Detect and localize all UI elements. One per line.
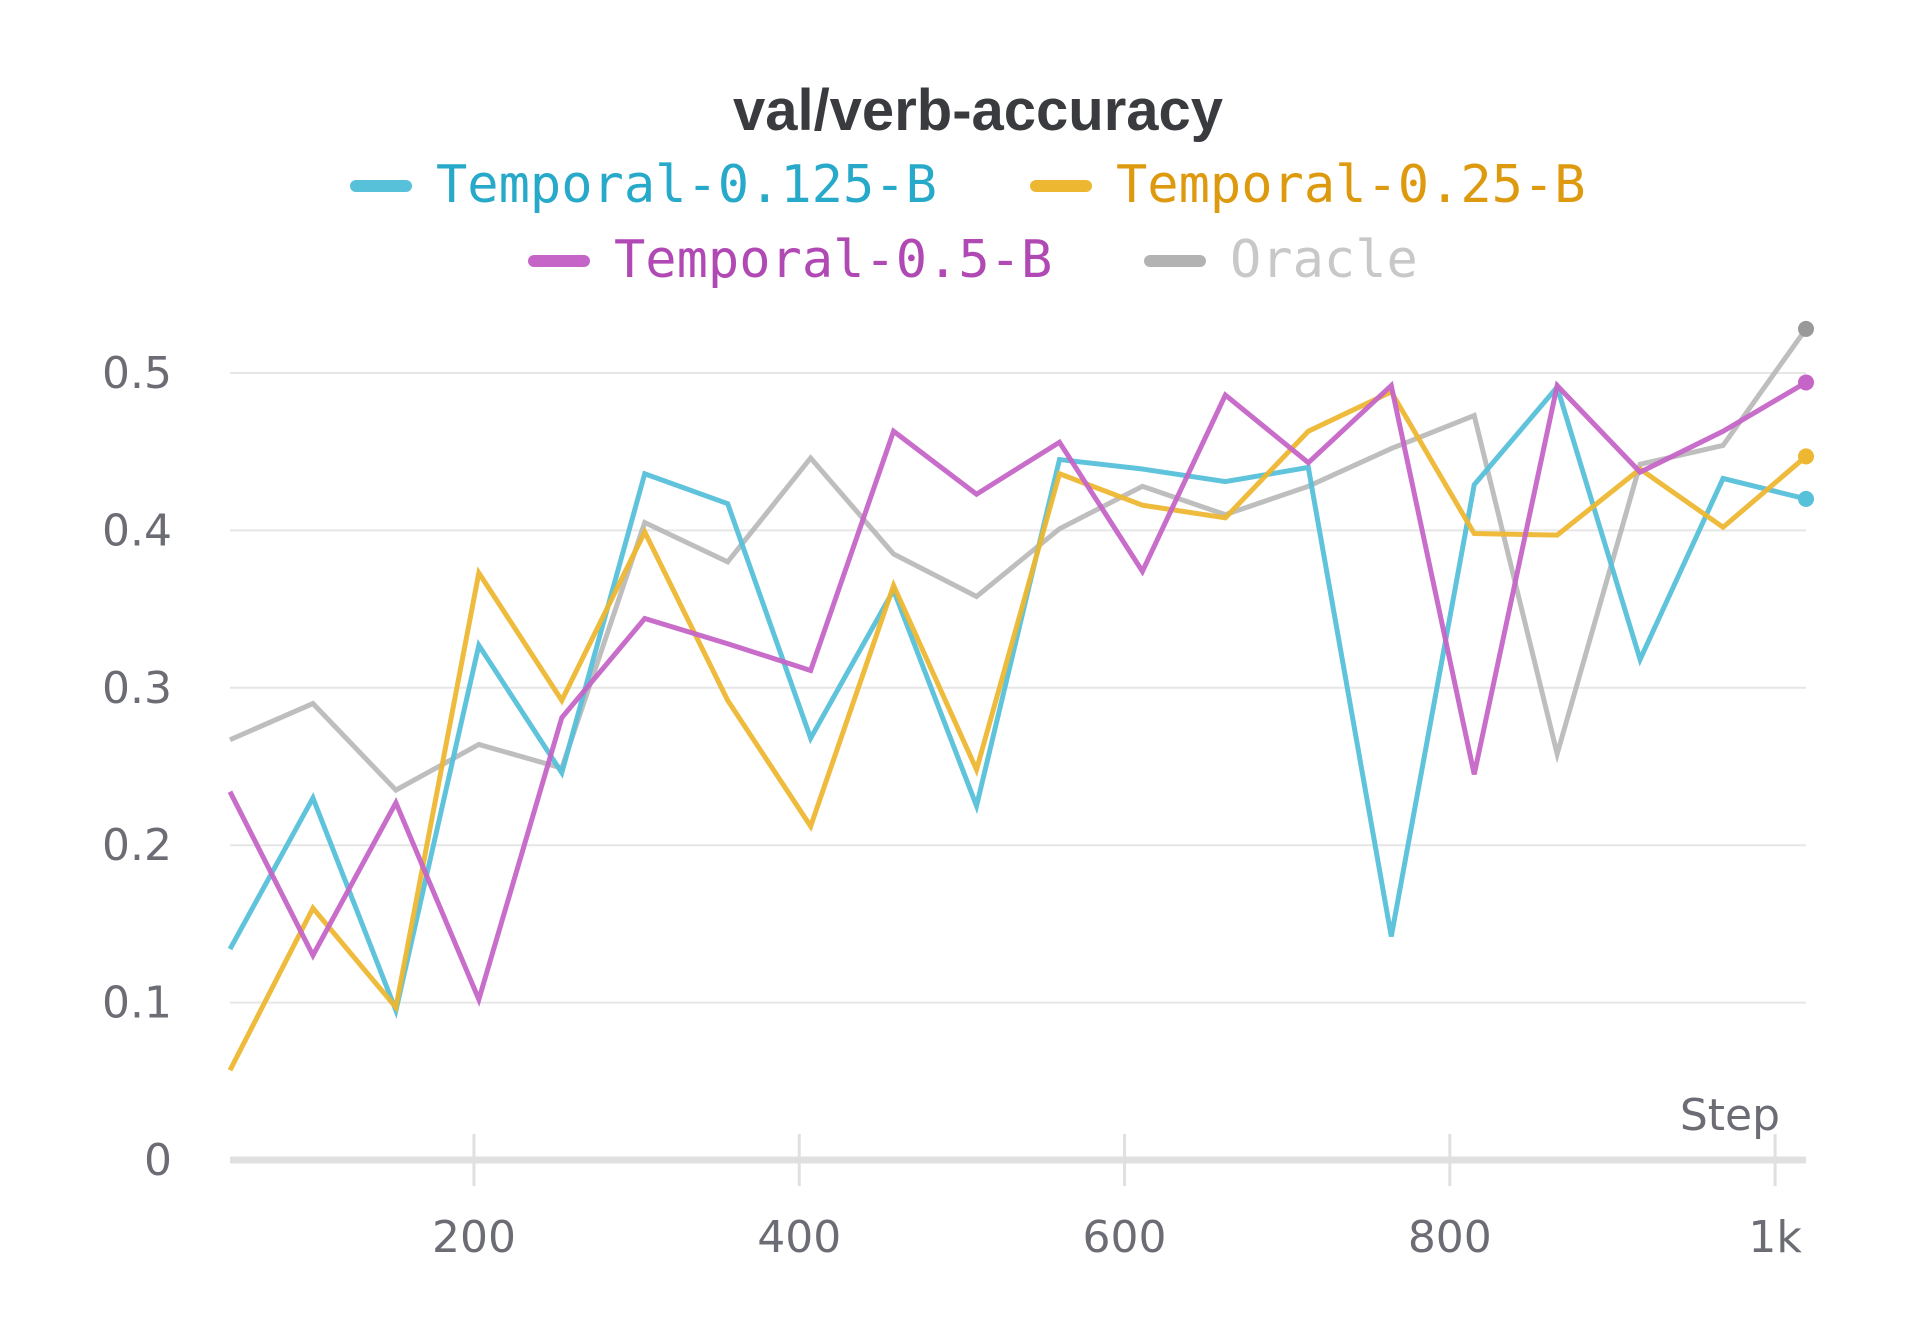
series-line-temporal-0-25-b <box>227 388 1808 1072</box>
legend: Temporal-0.125-B Temporal-0.25-B Temporal-… <box>350 155 1586 290</box>
x-tick-label: 800 <box>1408 1212 1492 1263</box>
chart-title: val/verb-accuracy <box>733 78 1223 143</box>
x-tick-label: 600 <box>1083 1212 1167 1263</box>
series-end-point <box>1798 448 1814 465</box>
y-tick-label: 0.4 <box>102 505 172 556</box>
grid <box>230 372 1806 1004</box>
y-tick-label: 0.2 <box>102 820 172 871</box>
series-line-temporal-0-5-b <box>227 380 1808 1007</box>
series-end-point <box>1798 320 1814 337</box>
x-tick-label: 1k <box>1748 1212 1802 1263</box>
series-line-temporal-0-125-b <box>227 382 1807 1019</box>
x-axis-label: Step <box>1680 1090 1780 1141</box>
y-tick-label: 0.5 <box>102 348 172 399</box>
y-tick-label: 0 <box>144 1135 172 1186</box>
series-lines <box>227 320 1814 1072</box>
legend-label: Oracle <box>1230 230 1418 290</box>
x-tick-label: 400 <box>757 1212 841 1263</box>
x-tick-label: 200 <box>432 1212 516 1263</box>
y-axis: 0 0.1 0.2 0.3 0.4 0.5 <box>102 348 172 1186</box>
legend-label: Temporal-0.125-B <box>436 155 937 215</box>
series-end-point <box>1798 374 1814 391</box>
legend-label: Temporal-0.25-B <box>1116 155 1586 215</box>
x-axis: 200 400 600 800 1k <box>230 1134 1806 1263</box>
series-line-oracle <box>228 327 1809 794</box>
y-tick-label: 0.3 <box>102 663 172 714</box>
series-end-point <box>1798 490 1814 507</box>
y-tick-label: 0.1 <box>102 978 172 1029</box>
legend-label: Temporal-0.5-B <box>614 230 1052 290</box>
